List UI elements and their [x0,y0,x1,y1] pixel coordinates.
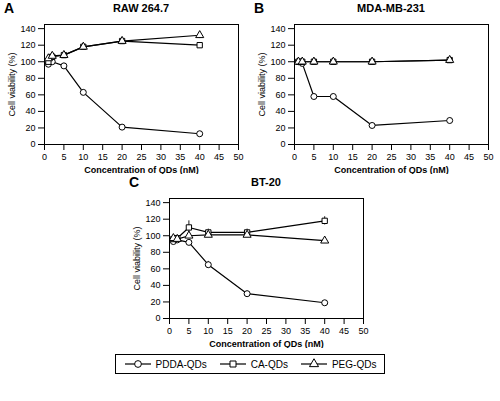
svg-text:120: 120 [145,214,160,224]
svg-text:100: 100 [20,57,35,67]
svg-text:0: 0 [167,326,172,336]
svg-text:0: 0 [30,139,35,149]
svg-text:5: 5 [61,152,66,162]
svg-text:Cell viability (%): Cell viability (%) [257,52,267,116]
svg-text:25: 25 [136,152,146,162]
svg-text:15: 15 [223,326,233,336]
svg-text:Cell viability (%): Cell viability (%) [7,52,17,116]
svg-text:25: 25 [261,326,271,336]
html-text:RAW 264.7: RAW 264.7 [112,2,170,14]
svg-text:20: 20 [275,123,285,133]
html-text:B: B [254,0,265,16]
svg-text:Concentration of QDs (nM): Concentration of QDs (nM) [334,165,449,175]
svg-text:Concentration of QDs (nM): Concentration of QDs (nM) [84,165,199,175]
svg-text:140: 140 [145,198,160,208]
svg-text:Concentration of QDs (nM): Concentration of QDs (nM) [209,339,324,349]
svg-text:100: 100 [145,231,160,241]
html-text:A: A [4,0,15,16]
html-text:MDA-MB-231: MDA-MB-231 [357,2,425,14]
svg-text:40: 40 [445,152,455,162]
svg-text:35: 35 [175,152,185,162]
html-text:PEG-QDs: PEG-QDs [332,358,377,370]
svg-text:20: 20 [242,326,252,336]
svg-text:0: 0 [42,152,47,162]
svg-text:20: 20 [367,152,377,162]
svg-text:140: 140 [270,24,285,34]
svg-text:30: 30 [156,152,166,162]
svg-text:15: 15 [348,152,358,162]
html-text:PDDA-QDs: PDDA-QDs [155,358,207,370]
svg-text:30: 30 [406,152,416,162]
svg-text:Cell viability (%): Cell viability (%) [132,226,142,290]
svg-text:5: 5 [186,326,191,336]
svg-text:30: 30 [281,326,291,336]
svg-text:35: 35 [425,152,435,162]
svg-text:140: 140 [20,24,35,34]
svg-text:40: 40 [25,106,35,116]
svg-text:80: 80 [275,73,285,83]
svg-text:10: 10 [203,326,213,336]
svg-text:0: 0 [280,139,285,149]
svg-text:100: 100 [270,57,285,67]
svg-text:60: 60 [150,264,160,274]
html-text:BT-20: BT-20 [251,176,281,188]
svg-text:120: 120 [270,40,285,50]
svg-text:50: 50 [233,152,243,162]
svg-text:35: 35 [300,326,310,336]
svg-text:20: 20 [150,297,160,307]
svg-text:5: 5 [311,152,316,162]
svg-text:10: 10 [78,152,88,162]
svg-text:60: 60 [25,90,35,100]
svg-text:0: 0 [292,152,297,162]
svg-text:40: 40 [195,152,205,162]
svg-text:50: 50 [483,152,493,162]
svg-text:80: 80 [25,73,35,83]
svg-text:0: 0 [155,313,160,323]
svg-text:120: 120 [20,40,35,50]
html-text:CA-QDs: CA-QDs [250,358,288,370]
svg-text:45: 45 [464,152,474,162]
svg-text:40: 40 [275,106,285,116]
svg-text:15: 15 [98,152,108,162]
svg-text:40: 40 [150,280,160,290]
html-text:C: C [129,174,140,190]
svg-text:10: 10 [328,152,338,162]
svg-text:20: 20 [117,152,127,162]
svg-text:25: 25 [386,152,396,162]
svg-text:50: 50 [358,326,368,336]
svg-text:45: 45 [339,326,349,336]
svg-text:40: 40 [320,326,330,336]
svg-text:60: 60 [275,90,285,100]
svg-text:45: 45 [214,152,224,162]
svg-text:20: 20 [25,123,35,133]
svg-text:80: 80 [150,247,160,257]
